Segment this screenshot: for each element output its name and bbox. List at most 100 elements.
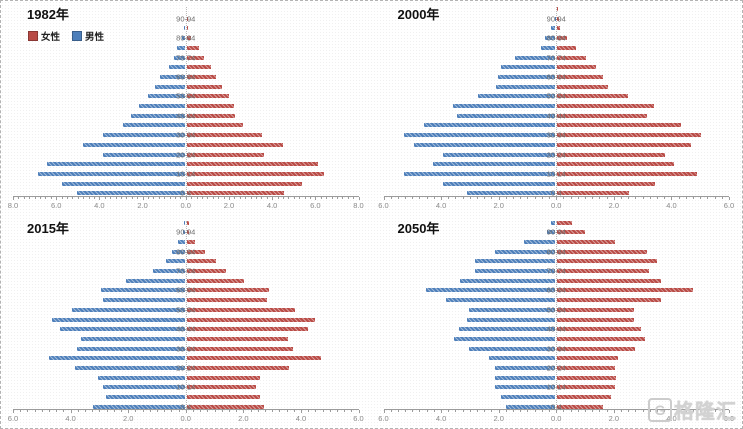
male-bar xyxy=(523,239,556,244)
watermark-brand-text: 格隆汇 xyxy=(674,401,737,423)
female-bar xyxy=(186,26,189,31)
x-tick-label: 8.0 xyxy=(353,200,364,210)
age-row-90-94: 90-94 xyxy=(13,228,359,236)
x-axis-minor-tick xyxy=(412,196,414,199)
x-axis-minor-tick xyxy=(50,196,52,199)
age-label: 0-4 xyxy=(550,402,562,412)
zero-axis-line xyxy=(185,220,187,409)
x-axis-minor-tick xyxy=(48,410,50,412)
x-tick-label: 2.0 xyxy=(493,200,504,210)
age-label: 60-64 xyxy=(176,72,196,82)
female-bar xyxy=(557,317,634,322)
x-axis-major-tick xyxy=(383,196,385,200)
male-bar xyxy=(46,162,185,167)
female-bar xyxy=(186,65,211,70)
female-bar xyxy=(557,278,661,283)
x-axis-minor-tick xyxy=(234,196,236,199)
x-tick-label: 8.0 xyxy=(7,200,19,210)
male-bar xyxy=(81,336,185,341)
x-axis-minor-tick xyxy=(92,410,94,412)
x-axis-minor-tick xyxy=(657,410,659,412)
male-bar xyxy=(550,220,556,225)
male-bar xyxy=(183,26,185,31)
male-bar xyxy=(453,104,556,109)
x-axis-minor-tick xyxy=(286,410,288,412)
age-row-45-49 xyxy=(13,317,359,322)
x-axis-minor-tick xyxy=(41,410,43,412)
age-row-20-24: 20-24 xyxy=(384,151,730,158)
female-bar xyxy=(186,84,223,89)
age-row-25-29 xyxy=(13,142,359,147)
female-bar xyxy=(186,104,235,109)
male-bar xyxy=(153,269,185,274)
female-bar xyxy=(557,269,650,274)
x-axis-minor-tick xyxy=(477,410,479,412)
age-label: 10-14 xyxy=(546,382,566,392)
female-bar xyxy=(186,269,226,274)
x-axis-minor-tick xyxy=(293,410,295,412)
male-bar xyxy=(432,162,556,167)
x-axis-minor-tick xyxy=(448,196,450,199)
x-tick-label: 0.0 xyxy=(180,200,191,210)
x-tick-label: 4.0 xyxy=(435,414,447,423)
x-axis-minor-tick xyxy=(115,196,117,199)
male-bar xyxy=(61,181,185,186)
x-axis-minor-tick xyxy=(336,196,338,199)
x-axis-major-tick xyxy=(243,410,245,413)
x-axis-minor-tick xyxy=(299,196,301,199)
x-axis-major-tick xyxy=(56,196,58,200)
x-axis-minor-tick xyxy=(174,196,176,199)
x-axis-major-tick xyxy=(358,410,360,413)
male-bar xyxy=(184,220,185,225)
plot-area-2050: 90-94 80-84 70-74 60-64 50-54 40-44 30-34 20-24… xyxy=(384,220,730,412)
x-axis-minor-tick xyxy=(563,410,565,412)
age-label: 0-4 xyxy=(180,188,192,198)
bar-rows: 90-94 80-84 70-74 60-64 50-54 40-44 30-34 20-24… xyxy=(13,7,359,198)
female-bar xyxy=(557,395,611,400)
x-axis-minor-tick xyxy=(426,196,428,199)
age-label: 0-4 xyxy=(180,402,192,412)
x-axis-minor-tick xyxy=(635,410,637,412)
x-axis-minor-tick xyxy=(664,410,666,412)
x-axis-minor-tick xyxy=(153,196,155,199)
x-axis-minor-tick xyxy=(527,196,529,199)
age-row-25-29 xyxy=(384,142,730,147)
male-bar xyxy=(454,336,556,341)
age-label: 10-14 xyxy=(176,169,196,179)
zero-axis-line xyxy=(556,220,558,409)
female-bar xyxy=(186,317,315,322)
x-axis-minor-tick xyxy=(685,410,687,412)
x-axis-minor-tick xyxy=(635,196,637,199)
x-axis-minor-tick xyxy=(137,196,139,199)
x-axis-minor-tick xyxy=(397,410,399,412)
x-axis-minor-tick xyxy=(685,196,687,199)
age-row-85-89 xyxy=(384,26,730,31)
female-bar xyxy=(557,336,646,341)
male-bar xyxy=(72,307,185,312)
male-bar xyxy=(52,317,185,322)
male-bar xyxy=(477,94,556,99)
age-label: 30-34 xyxy=(176,130,196,140)
x-axis-major-tick xyxy=(70,410,72,413)
male-bar xyxy=(460,278,556,283)
x-tick-label: 2.0 xyxy=(608,200,620,210)
x-axis-minor-tick xyxy=(469,410,471,412)
female-bar xyxy=(186,230,190,235)
x-axis-minor-tick xyxy=(534,410,536,412)
x-axis-minor-tick xyxy=(491,410,493,412)
x-axis-minor-tick xyxy=(27,410,29,412)
x-axis-minor-tick xyxy=(326,196,328,199)
x-axis-minor-tick xyxy=(212,196,214,199)
x-axis-major-tick xyxy=(441,410,443,413)
age-label: 40-44 xyxy=(546,111,566,121)
x-axis-minor-tick xyxy=(520,410,522,412)
x-axis-minor-tick xyxy=(527,410,529,412)
x-axis-major-tick xyxy=(498,410,500,413)
female-bar xyxy=(557,404,604,409)
male-bar xyxy=(489,356,556,361)
female-bar xyxy=(557,375,617,380)
x-axis-2000: 6.0 4.0 2.0 0.0 2.0 4.0 6.0 xyxy=(378,195,734,210)
x-tick-label: 4.0 xyxy=(435,200,447,210)
female-bar xyxy=(557,181,656,186)
x-tick-label: 4.0 xyxy=(266,200,278,210)
